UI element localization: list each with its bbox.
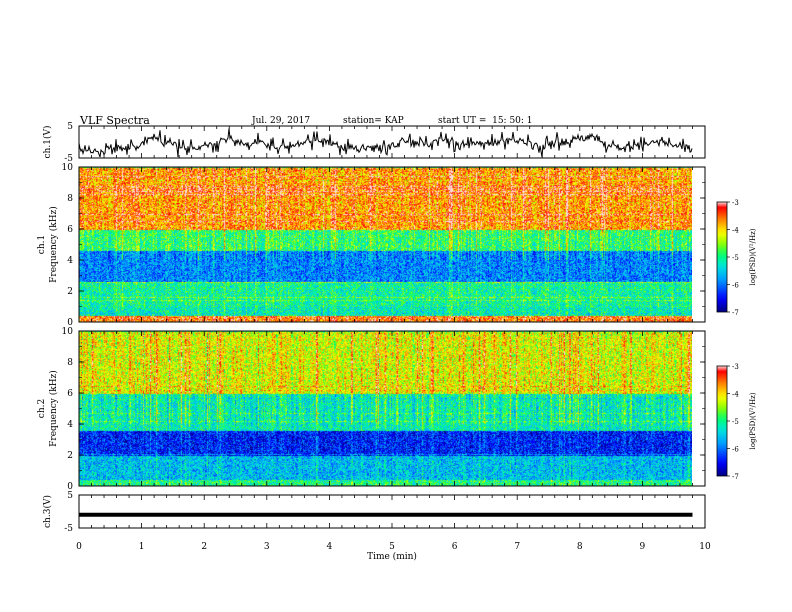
y-axis-label-frequency: Frequency (kHz) [48, 370, 59, 447]
x-tick-label: 9 [640, 542, 646, 552]
y-tick-label: 5 [67, 491, 73, 501]
colorbar-tick-label: -4 [732, 227, 739, 235]
y-tick-label: 4 [67, 420, 73, 430]
colorbar-tick-label: -3 [732, 199, 739, 207]
x-tick-label: 6 [452, 542, 458, 552]
y-tick-label: -5 [64, 154, 73, 164]
x-tick-label: 7 [514, 542, 520, 552]
x-tick-label: 1 [139, 542, 145, 552]
colorbar-label-ch1: log(PSD)(V²/Hz) [749, 228, 757, 285]
x-tick-label: 2 [201, 542, 207, 552]
y-tick-label: 2 [67, 451, 73, 461]
x-tick-label: 10 [699, 542, 711, 552]
y-tick-label: 0 [67, 482, 73, 492]
x-axis-title: Time (min) [367, 551, 417, 562]
y-tick-label: 8 [67, 194, 73, 204]
x-tick-label: 4 [327, 542, 333, 552]
x-tick-label: 3 [264, 542, 270, 552]
colorbar-ch2 [716, 365, 728, 477]
colorbar-tick-label: -5 [732, 418, 739, 426]
colorbar-tick-label: -7 [732, 309, 739, 317]
start-time-label: start UT = 15: 50: 1 [438, 116, 533, 126]
y-tick-label: 2 [67, 287, 73, 297]
colorbar-tick-label: -6 [732, 446, 739, 454]
chart-title: VLF Spectra [80, 114, 150, 127]
x-tick-label: 5 [389, 542, 395, 552]
colorbar-label-ch2: log(PSD)(V²/Hz) [749, 392, 757, 449]
y-tick-label: 4 [67, 256, 73, 266]
spectrogram-image-ch2 [79, 331, 692, 486]
y-tick-label: 0 [67, 318, 73, 328]
x-tick-label: 8 [577, 542, 583, 552]
y-tick-label: -5 [64, 524, 73, 534]
y-tick-label: 5 [67, 122, 73, 132]
y-axis-label-frequency: Frequency (kHz) [48, 206, 59, 283]
y-tick-label: 6 [67, 225, 73, 235]
colorbar-tick-label: -6 [732, 282, 739, 290]
colorbar-tick-label: -5 [732, 254, 739, 262]
y-axis-label-channel: ch.1 [37, 235, 47, 254]
y-tick-label: 10 [62, 327, 74, 337]
y-axis-label-channel: ch.2 [37, 399, 47, 418]
x-tick-label: 0 [76, 542, 82, 552]
y-tick-label: 6 [67, 389, 73, 399]
spectrogram-image-ch1 [79, 167, 692, 322]
y-tick-label: 10 [62, 163, 74, 173]
date-label: Jul. 29, 2017 [252, 116, 311, 126]
colorbar-tick-label: -3 [732, 363, 739, 371]
ch1-waveform-line [78, 128, 693, 158]
station-label: station= KAP [343, 116, 404, 126]
colorbar-tick-label: -4 [732, 391, 739, 399]
colorbar-ch1 [716, 201, 728, 313]
colorbar-tick-label: -7 [732, 473, 739, 481]
y-tick-label: 8 [67, 358, 73, 368]
y-axis-label-ch1: ch.1(V) [42, 126, 53, 159]
y-axis-label-ch4: ch.3(V) [42, 495, 53, 528]
